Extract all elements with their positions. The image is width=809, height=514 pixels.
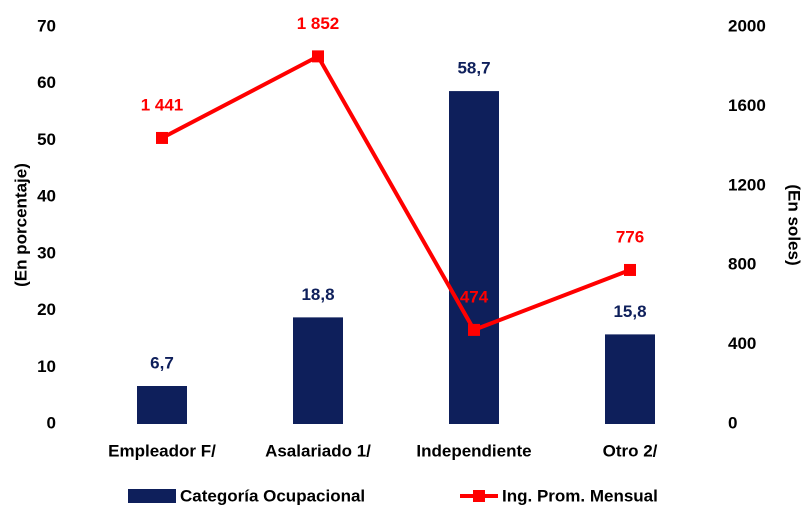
legend-swatch xyxy=(128,489,176,503)
y-tick-label: 70 xyxy=(37,16,56,35)
line-marker xyxy=(468,323,480,336)
y-axis-label: (En porcentaje) xyxy=(11,163,30,287)
y-tick-label: 0 xyxy=(47,413,56,432)
y-tick-label: 50 xyxy=(37,130,56,149)
bar xyxy=(293,317,343,424)
y-tick-label: 40 xyxy=(37,187,56,206)
value-label: 58,7 xyxy=(457,59,490,78)
line-marker xyxy=(312,50,324,63)
y-tick-label: 20 xyxy=(37,300,56,319)
legend-swatch xyxy=(473,490,485,502)
value-label: 1 852 xyxy=(297,14,340,33)
x-tick-label: Otro 2/ xyxy=(603,441,658,460)
value-label: 474 xyxy=(460,287,489,306)
bar xyxy=(605,334,655,424)
y2-axis-label: (En soles) xyxy=(785,184,804,265)
y2-tick-label: 800 xyxy=(728,255,756,274)
line-marker xyxy=(156,131,168,144)
line xyxy=(161,53,631,333)
x-tick-label: Empleador F/ xyxy=(108,441,216,460)
y-tick-label: 30 xyxy=(37,243,56,262)
y-tick-label: 60 xyxy=(37,73,56,92)
legend-label: Categoría Ocupacional xyxy=(180,486,365,505)
y-tick-label: 10 xyxy=(37,357,56,376)
legend-label: Ing. Prom. Mensual xyxy=(502,486,658,505)
line-marker xyxy=(624,263,636,276)
y2-tick-label: 0 xyxy=(728,413,737,432)
value-label: 18,8 xyxy=(301,285,334,304)
x-tick-label: Asalariado 1/ xyxy=(265,441,371,460)
y2-tick-label: 1200 xyxy=(728,175,766,194)
y2-tick-label: 2000 xyxy=(728,16,766,35)
bar xyxy=(449,91,499,424)
value-label: 1 441 xyxy=(141,95,184,114)
y2-tick-label: 1600 xyxy=(728,96,766,115)
value-label: 6,7 xyxy=(150,353,174,372)
value-label: 15,8 xyxy=(613,302,646,321)
y2-tick-label: 400 xyxy=(728,334,756,353)
x-tick-label: Independiente xyxy=(416,441,531,460)
bar xyxy=(137,386,187,424)
value-label: 776 xyxy=(616,227,644,246)
